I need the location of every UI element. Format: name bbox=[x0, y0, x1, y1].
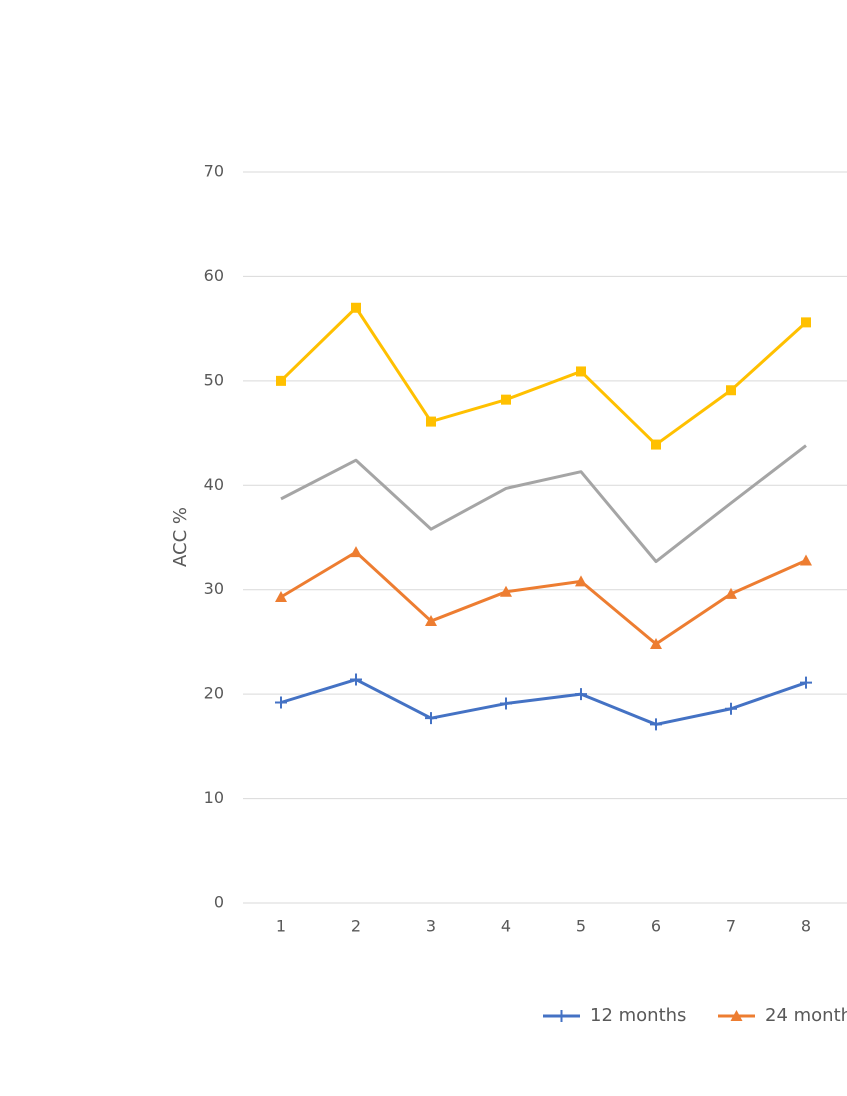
y-tick-label: 60 bbox=[204, 266, 224, 285]
marker bbox=[350, 673, 362, 686]
y-tick-label: 40 bbox=[204, 475, 224, 494]
legend-marker bbox=[555, 1010, 568, 1022]
marker bbox=[651, 439, 661, 450]
legend-label: 24 months bbox=[765, 1005, 847, 1026]
marker bbox=[650, 638, 662, 650]
legend-marker bbox=[730, 1010, 743, 1021]
y-axis-title: ACC % bbox=[170, 507, 191, 567]
legend-label: 12 months bbox=[590, 1005, 686, 1026]
x-tick-label: 6 bbox=[651, 917, 661, 936]
marker bbox=[576, 366, 586, 377]
series-line bbox=[280, 678, 807, 726]
marker bbox=[575, 575, 587, 587]
series-line bbox=[280, 444, 807, 564]
x-tick-label: 4 bbox=[501, 917, 511, 936]
marker bbox=[725, 702, 737, 715]
y-tick-label: 30 bbox=[204, 579, 224, 598]
marker bbox=[276, 375, 286, 386]
marker bbox=[500, 697, 512, 710]
marker bbox=[501, 394, 511, 405]
marker bbox=[575, 688, 587, 701]
y-tick-label: 50 bbox=[204, 370, 224, 389]
series-line bbox=[279, 306, 808, 447]
y-tick-label: 10 bbox=[204, 788, 224, 807]
marker bbox=[801, 317, 811, 328]
marker bbox=[500, 585, 512, 597]
marker bbox=[725, 587, 737, 599]
marker bbox=[650, 718, 662, 731]
marker bbox=[351, 302, 361, 313]
series-line bbox=[280, 550, 807, 646]
x-tick-label: 8 bbox=[801, 917, 811, 936]
marker bbox=[800, 554, 812, 566]
y-tick-label: 70 bbox=[204, 162, 224, 181]
marker bbox=[425, 615, 437, 627]
x-tick-label: 2 bbox=[351, 917, 361, 936]
marker bbox=[275, 696, 287, 709]
y-tick-label: 0 bbox=[214, 893, 224, 912]
marker bbox=[350, 546, 362, 558]
marker bbox=[426, 416, 436, 427]
marker bbox=[800, 676, 812, 689]
marker bbox=[425, 712, 437, 725]
x-tick-label: 7 bbox=[726, 917, 736, 936]
x-tick-label: 3 bbox=[426, 917, 436, 936]
x-tick-label: 5 bbox=[576, 917, 586, 936]
x-tick-label: 1 bbox=[276, 917, 286, 936]
marker bbox=[726, 385, 736, 396]
marker bbox=[275, 591, 287, 603]
y-tick-label: 20 bbox=[204, 684, 224, 703]
